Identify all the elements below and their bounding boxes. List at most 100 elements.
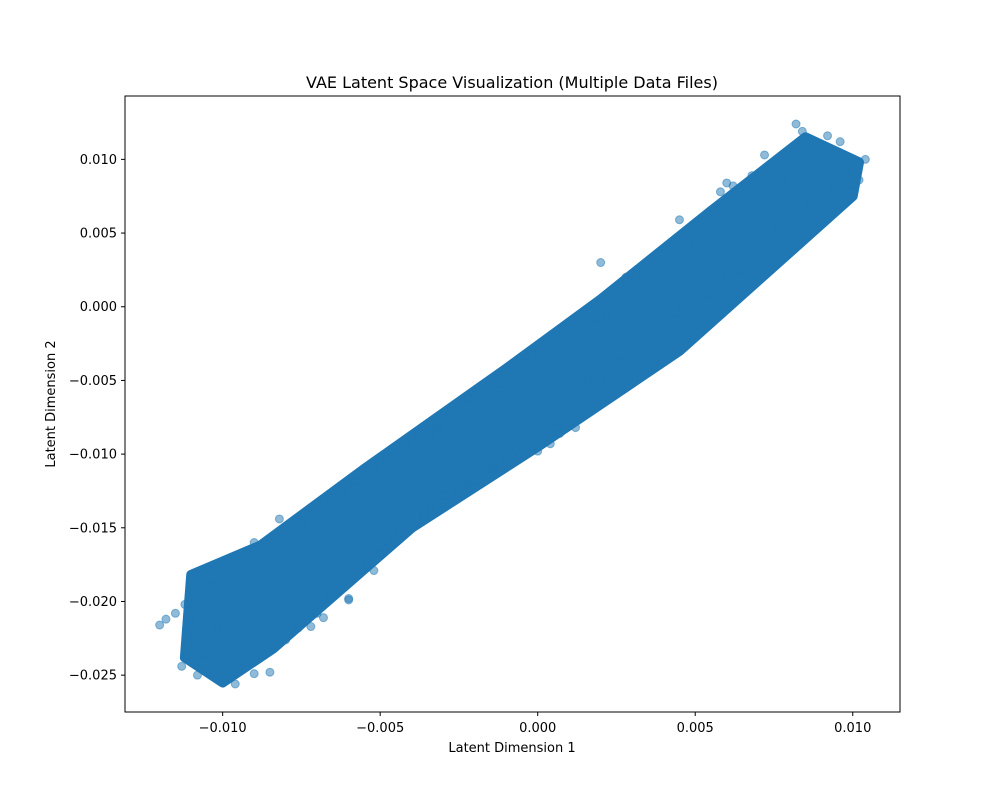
data-point <box>489 464 499 474</box>
data-point <box>432 423 442 433</box>
data-point <box>457 479 467 489</box>
data-point <box>539 346 549 356</box>
data-point <box>155 620 165 630</box>
y-tick-label: −0.020 <box>69 595 117 610</box>
data-point <box>797 126 807 136</box>
data-point <box>630 272 640 282</box>
data-point <box>640 340 650 350</box>
data-point <box>470 476 480 486</box>
data-point <box>690 299 700 309</box>
data-point <box>652 258 662 268</box>
data-point <box>230 679 240 689</box>
data-point <box>501 455 511 465</box>
y-tick-label: 0.005 <box>80 227 117 242</box>
data-point <box>816 190 826 200</box>
data-point <box>589 314 599 324</box>
data-point <box>823 131 833 141</box>
data-point <box>218 673 228 683</box>
data-point <box>356 564 366 574</box>
data-point <box>381 454 391 464</box>
data-point <box>703 290 713 300</box>
data-point <box>337 487 347 497</box>
y-axis-label: Latent Dimension 2 <box>44 340 59 467</box>
data-point <box>237 564 247 574</box>
data-point <box>697 235 707 245</box>
data-point <box>400 440 410 450</box>
data-point <box>183 638 193 648</box>
data-point <box>413 428 423 438</box>
data-point <box>180 599 190 609</box>
data-point <box>161 614 171 624</box>
data-point <box>170 608 180 618</box>
data-point <box>684 238 694 248</box>
data-point <box>571 325 581 335</box>
data-point <box>753 243 763 253</box>
data-point <box>419 511 429 521</box>
data-point <box>300 602 310 612</box>
data-point <box>715 187 725 197</box>
data-point <box>385 542 395 552</box>
point-cloud-core <box>179 132 864 688</box>
data-point <box>596 378 606 388</box>
data-point <box>854 175 864 185</box>
data-point <box>363 555 373 565</box>
data-point <box>545 428 555 438</box>
data-point <box>835 137 845 147</box>
data-point <box>233 663 243 673</box>
data-point <box>451 487 461 497</box>
data-point <box>526 349 536 359</box>
data-point <box>426 502 436 512</box>
data-point <box>608 368 618 378</box>
data-point <box>634 290 644 300</box>
data-point <box>325 591 335 601</box>
data-point <box>722 178 732 188</box>
data-point <box>841 166 851 176</box>
data-point <box>791 119 801 129</box>
data-point <box>331 585 341 595</box>
data-point <box>426 431 436 441</box>
x-tick-label: −0.005 <box>356 721 404 736</box>
x-tick-label: −0.010 <box>199 721 247 736</box>
data-point <box>265 667 275 677</box>
data-point <box>375 549 385 559</box>
y-tick-label: 0.010 <box>80 153 117 168</box>
data-point <box>177 661 187 671</box>
data-point <box>318 495 328 505</box>
data-point <box>533 446 543 456</box>
data-point <box>243 650 253 660</box>
data-point <box>514 449 524 459</box>
data-point <box>646 331 656 341</box>
data-point <box>444 411 454 421</box>
data-point <box>747 171 757 181</box>
data-point <box>473 384 483 394</box>
data-point <box>438 490 448 500</box>
data-point <box>810 162 820 172</box>
data-point <box>255 546 265 556</box>
data-point <box>520 443 530 453</box>
data-point <box>485 449 495 459</box>
data-point <box>274 514 284 524</box>
data-point <box>772 225 782 235</box>
data-point <box>281 635 291 645</box>
data-point <box>571 423 581 433</box>
data-point <box>659 331 669 341</box>
data-point <box>394 529 404 539</box>
point-cloud-band <box>179 132 864 688</box>
data-point <box>583 375 593 385</box>
data-point <box>224 664 234 674</box>
data-point <box>296 518 306 528</box>
data-point <box>199 650 209 660</box>
data-point <box>444 483 454 493</box>
data-point <box>482 459 492 469</box>
data-point <box>268 596 278 606</box>
y-tick-label: −0.025 <box>69 669 117 684</box>
x-axis-label: Latent Dimension 1 <box>448 741 575 756</box>
x-tick-label: 0.010 <box>834 721 871 736</box>
data-point <box>211 623 221 633</box>
data-point <box>369 566 379 576</box>
data-point <box>312 608 322 618</box>
data-point <box>577 390 587 400</box>
data-point <box>678 302 688 312</box>
data-point <box>671 308 681 318</box>
x-tick-label: 0.000 <box>519 721 556 736</box>
